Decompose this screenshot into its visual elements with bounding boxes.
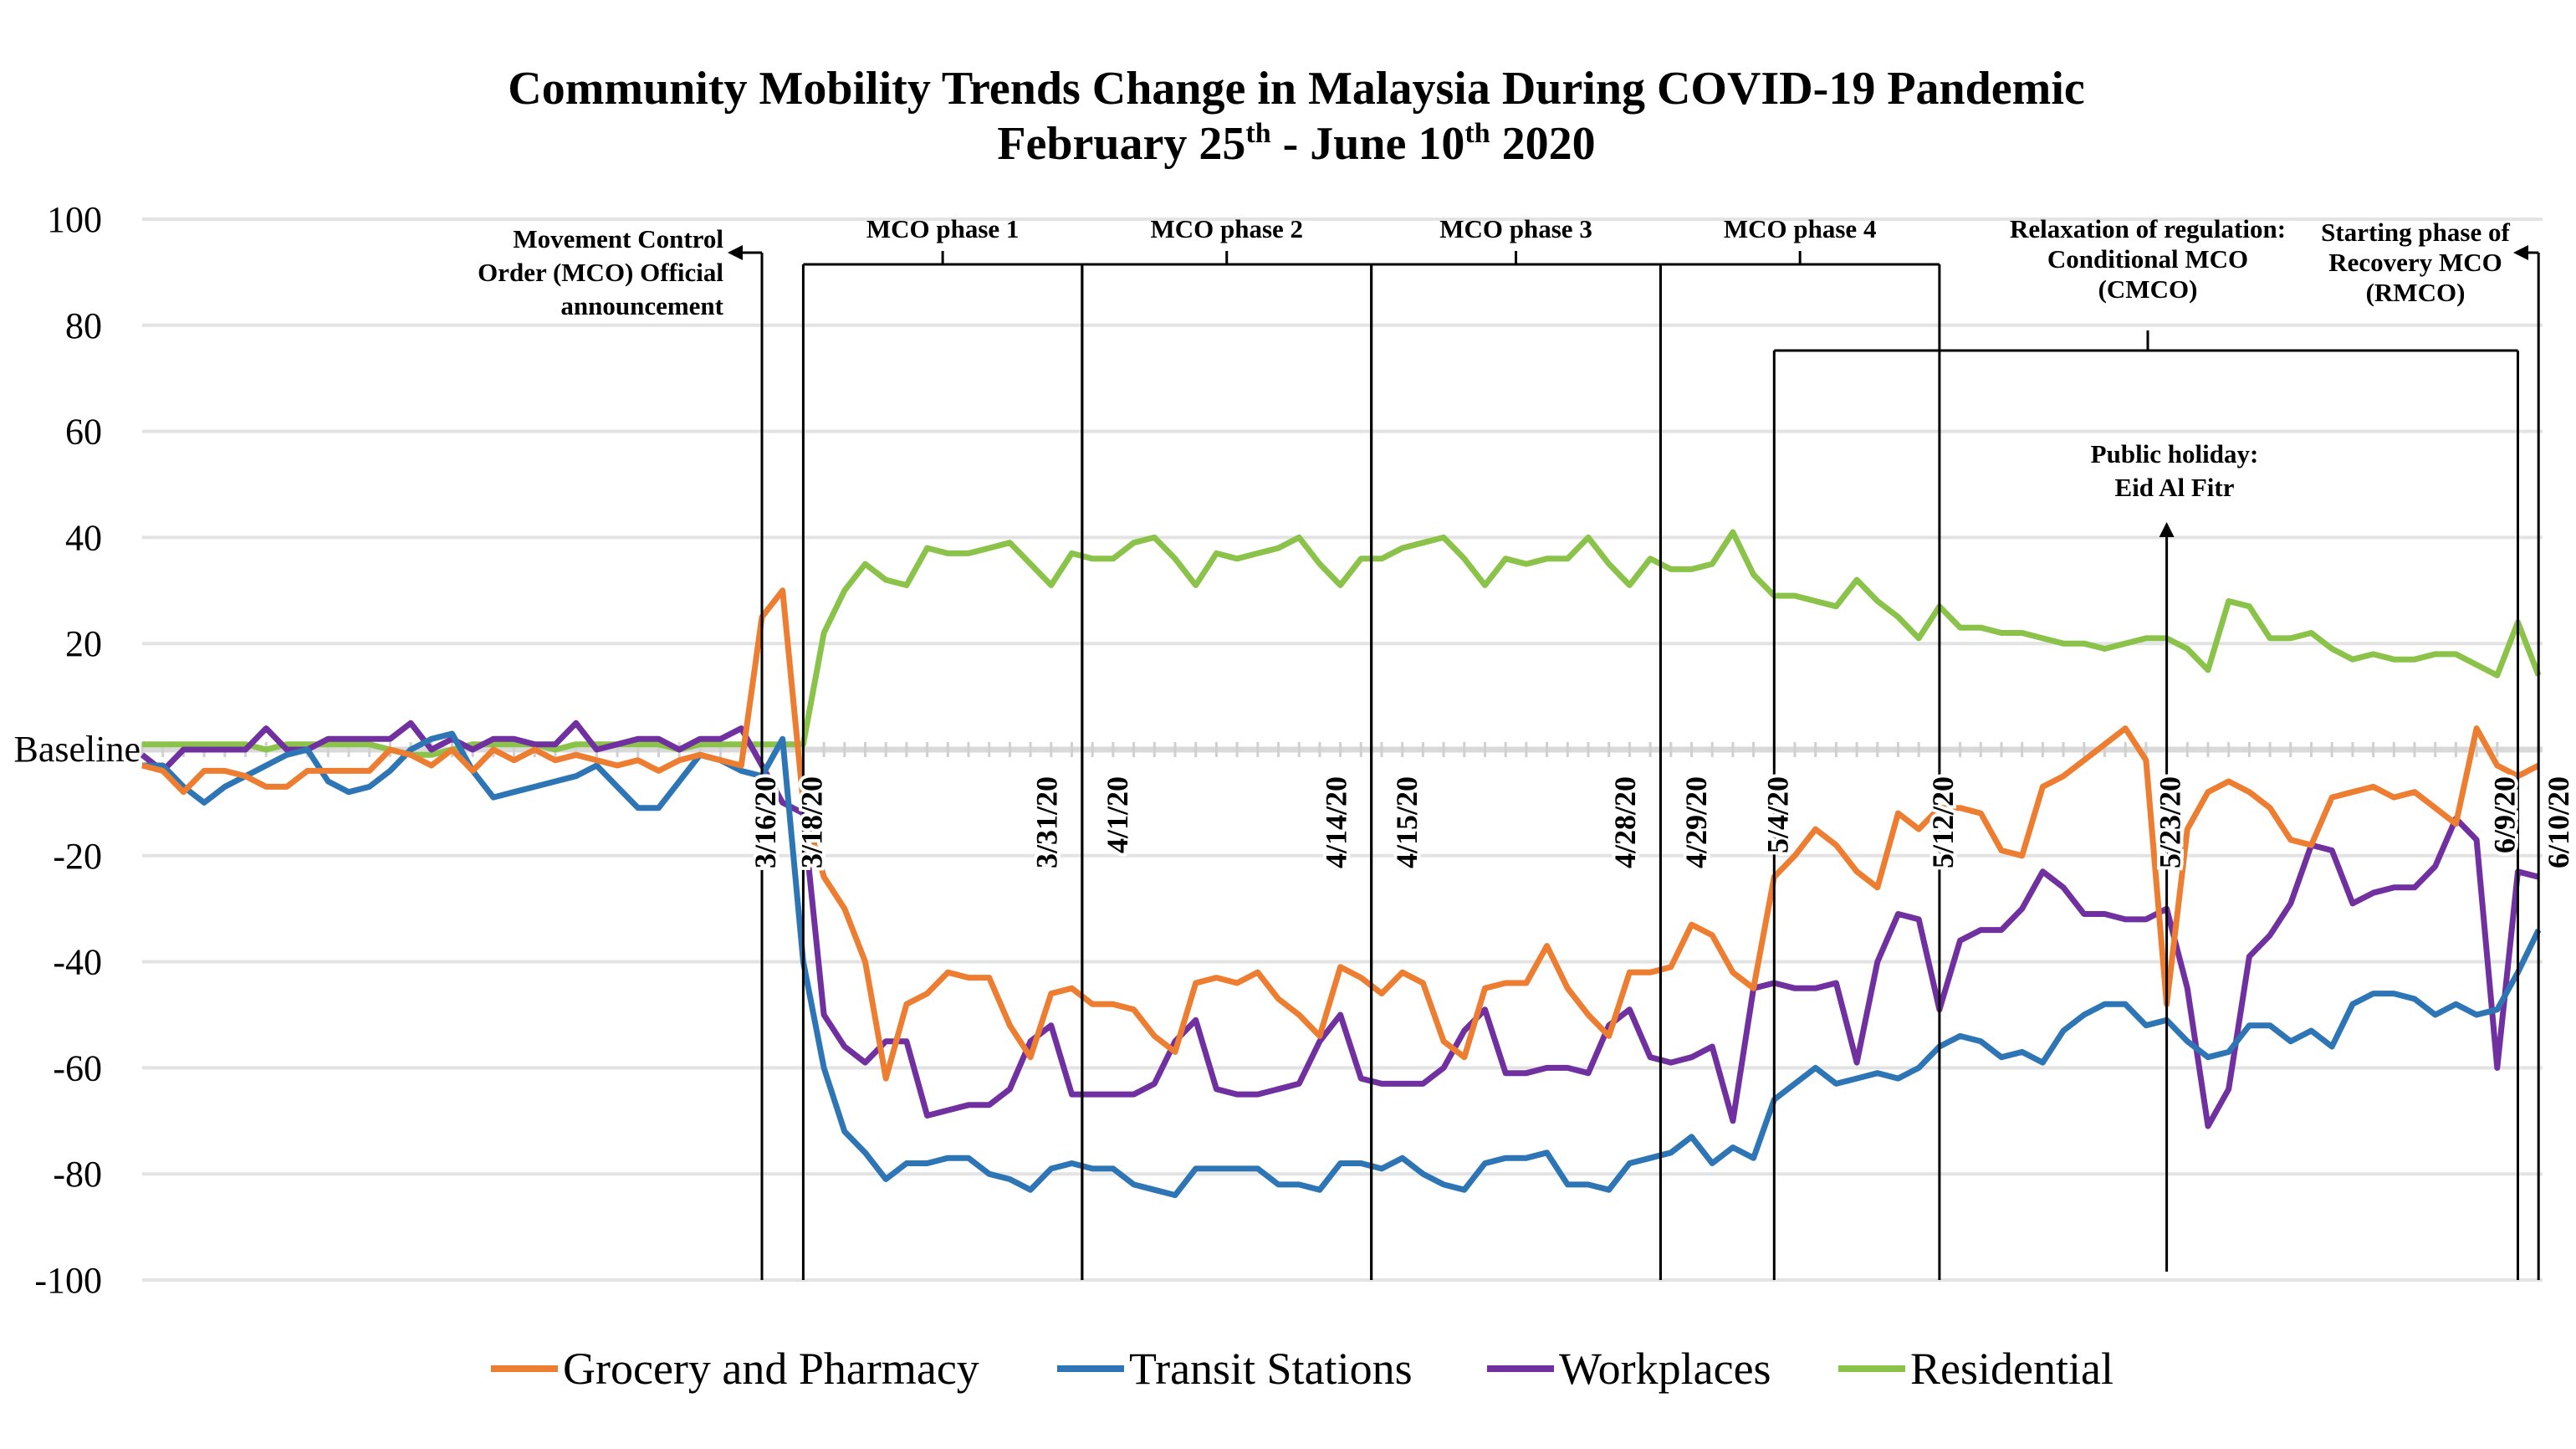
subtitle-part: February 25: [997, 118, 1245, 170]
series-line-transit-stations: [142, 730, 2542, 1199]
cmco-label: Conditional MCO: [2047, 244, 2248, 274]
mco-announcement-label: announcement: [560, 291, 723, 320]
mco-announcement-arrow-head: [728, 245, 743, 260]
phase-label: MCO phase 3: [1439, 214, 1592, 243]
y-tick-label: 100: [47, 199, 102, 240]
y-tick-label: Baseline: [13, 729, 141, 770]
phase-label: MCO phase 4: [1724, 214, 1877, 243]
title-line-2: February 25th - June 10th 2020: [997, 118, 1595, 170]
date-marker-label: 3/31/20: [1030, 776, 1064, 868]
subtitle-part: 2020: [1490, 118, 1596, 170]
rmco-arrow-head: [2513, 245, 2528, 260]
eid-label: Eid Al Fitr: [2115, 473, 2235, 502]
mco-announcement-label: Order (MCO) Official: [478, 258, 723, 287]
date-marker-label: 5/4/20: [1761, 776, 1794, 853]
y-tick-label: 80: [65, 305, 102, 346]
cmco-label: (CMCO): [2098, 274, 2198, 304]
phase-label: MCO phase 2: [1150, 214, 1303, 243]
date-marker-label: 3/18/20: [795, 776, 828, 868]
date-marker-label: 4/14/20: [1319, 776, 1352, 868]
date-marker-label: 4/1/20: [1101, 776, 1134, 853]
gridlines: [141, 218, 2543, 1282]
date-marker-label: 3/16/20: [749, 776, 782, 868]
chart-title: Community Mobility Trends Change in Mala…: [508, 63, 2084, 170]
y-tick-label: -80: [53, 1154, 102, 1195]
subtitle-sup: th: [1464, 118, 1490, 149]
annotations: MCO phase 1 MCO phase 2 MCO phase 3 MCO pha…: [478, 214, 2576, 1280]
date-marker-label: 5/12/20: [1926, 776, 1960, 868]
rmco-label: (RMCO): [2366, 278, 2466, 307]
date-marker-label: 5/23/20: [2154, 776, 2187, 868]
date-marker-label: 6/10/20: [2542, 776, 2575, 868]
subtitle-sup: th: [1245, 118, 1270, 149]
date-marker-label: 4/29/20: [1679, 776, 1713, 868]
y-tick-label: 60: [65, 412, 102, 453]
y-tick-label: -100: [34, 1260, 102, 1301]
y-tick-label: -60: [53, 1047, 102, 1088]
eid-label: Public holiday:: [2091, 439, 2259, 468]
legend-label: Transit Stations: [1129, 1344, 1413, 1394]
legend-label: Grocery and Pharmacy: [563, 1344, 979, 1394]
mco-announcement-label: Movement Control: [513, 224, 723, 253]
date-marker-label: 6/9/20: [2488, 776, 2522, 853]
y-tick-label: 40: [65, 517, 102, 558]
series-line-workplaces: [140, 719, 2540, 1129]
y-tick-label: 20: [65, 623, 102, 664]
title-line-1: Community Mobility Trends Change in Mala…: [508, 63, 2084, 115]
date-marker-label: 4/15/20: [1390, 776, 1423, 868]
date-marker-label: 4/28/20: [1608, 776, 1642, 868]
y-axis-ticks: 100 80 60 40 20 Baseline -20 -40 -60 -80 -100: [13, 199, 141, 1301]
legend: Grocery and Pharmacy Transit Stations Work…: [491, 1344, 2113, 1394]
series-line-grocery-and-pharmacy: [141, 587, 2540, 1082]
series-lines: [140, 529, 2542, 1199]
legend-label: Workplaces: [1559, 1344, 1771, 1394]
subtitle-part: - June 10: [1271, 118, 1465, 170]
phase-label: MCO phase 1: [866, 214, 1020, 243]
cmco-label: Relaxation of regulation:: [2010, 214, 2286, 243]
y-tick-label: -20: [53, 836, 102, 877]
y-tick-label: -40: [53, 942, 102, 983]
eid-arrow-head: [2159, 522, 2175, 537]
rmco-label: Recovery MCO: [2328, 248, 2502, 277]
legend-label: Residential: [1910, 1344, 2113, 1394]
rmco-label: Starting phase of: [2321, 218, 2510, 247]
